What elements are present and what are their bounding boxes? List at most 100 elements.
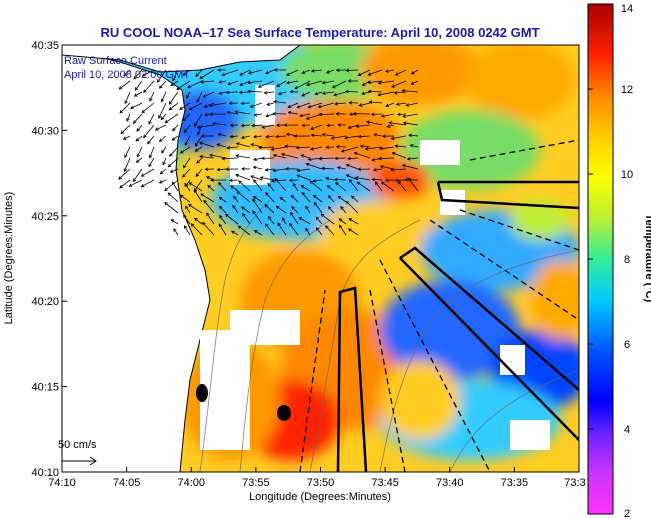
current-vector (335, 102, 347, 105)
current-vector-head (391, 84, 395, 88)
current-vector-head (265, 134, 269, 139)
current-vector-head (199, 154, 203, 159)
current-vector (218, 182, 227, 192)
current-vector-head (334, 181, 339, 186)
current-vector (207, 185, 215, 192)
current-vector (218, 133, 227, 137)
current-vector-head (355, 124, 360, 128)
current-vector-head (132, 178, 137, 182)
current-vector (264, 204, 275, 214)
current-vector-head (148, 120, 152, 125)
current-vector (124, 91, 131, 104)
current-vector (136, 146, 143, 158)
current-vector (252, 198, 263, 214)
colorbar-tick-label: 14 (621, 3, 633, 15)
current-vector-head (333, 177, 338, 182)
current-vector-head (301, 191, 305, 196)
colorbar-tick-label: 8 (624, 254, 630, 266)
current-vector-head (320, 213, 325, 218)
current-vector (407, 177, 419, 192)
current-vector (248, 69, 263, 74)
current-vector-head (305, 227, 309, 232)
current-vector (250, 175, 263, 181)
current-vector-head (348, 218, 353, 222)
current-vector-head (289, 222, 293, 227)
current-vector-head (179, 150, 184, 154)
current-vector (193, 179, 203, 192)
buoy-marker-east (277, 405, 291, 421)
current-vector-head (336, 166, 341, 170)
current-vector-head (235, 173, 239, 178)
current-vector-head (264, 204, 268, 208)
current-vector (392, 152, 407, 159)
current-vector-head (347, 156, 351, 161)
current-vector (311, 134, 323, 137)
current-vector (253, 166, 263, 170)
y-axis-label: Latitude (Degrees:Minutes) (3, 192, 15, 325)
current-vector (265, 113, 275, 117)
current-vector-head (284, 144, 289, 149)
current-vector (227, 111, 239, 115)
current-vector (135, 135, 143, 142)
current-vector (395, 145, 407, 148)
current-vector (168, 192, 179, 203)
current-vector-head (380, 181, 385, 185)
current-vector-head (236, 191, 241, 195)
current-vector (286, 80, 299, 84)
current-vector (322, 91, 335, 94)
current-vector (222, 157, 239, 160)
current-vector (159, 135, 167, 142)
current-vector-head (122, 136, 127, 140)
current-vector-head (200, 134, 205, 138)
legend-line-2: April 10, 2008 02:00 GMT (64, 69, 190, 81)
current-vector-head (333, 92, 338, 97)
current-vector-head (164, 187, 168, 192)
current-vector (318, 102, 335, 108)
land-new-jersey (62, 45, 211, 472)
current-vector-head (228, 178, 233, 183)
current-vector-head (202, 94, 207, 98)
current-vector (341, 146, 359, 152)
current-vector-head (272, 168, 277, 173)
current-vector (232, 205, 239, 214)
current-vector (285, 145, 299, 148)
current-vector-head (338, 218, 343, 222)
current-vector-head (199, 75, 204, 80)
current-vector (132, 168, 143, 182)
current-vector (147, 135, 155, 145)
current-vector (239, 91, 251, 93)
current-vector (385, 102, 395, 107)
current-vector (124, 157, 131, 172)
current-vector (264, 91, 275, 94)
current-vector-head (253, 157, 257, 161)
current-vector-head (393, 90, 398, 95)
current-vector-head (326, 123, 330, 128)
current-vector-head (301, 70, 306, 74)
current-vector (189, 102, 203, 110)
current-vector (164, 202, 179, 214)
current-vector (411, 80, 419, 85)
current-vector-head (199, 80, 204, 84)
current-vector-head (402, 114, 406, 118)
current-vector (239, 80, 251, 86)
scale-label: 50 cm/s (58, 439, 97, 451)
current-vector-head (380, 114, 385, 118)
current-vector (397, 113, 407, 115)
current-vector (265, 192, 275, 203)
current-vector-head (321, 166, 325, 171)
current-vector-head (239, 72, 244, 76)
current-vector-head (140, 183, 145, 188)
current-vector-head (290, 211, 294, 216)
current-vector-head (347, 228, 352, 232)
current-vector-head (266, 102, 271, 106)
current-vector-head (261, 125, 266, 129)
current-vector (253, 157, 263, 161)
current-vector-head (325, 145, 329, 150)
current-vector (157, 69, 167, 83)
current-vector-head (188, 182, 193, 186)
current-vector (186, 91, 191, 99)
current-vector-head (253, 113, 258, 117)
current-vector-head (325, 70, 330, 74)
current-vector (348, 228, 359, 236)
current-vector-head (386, 124, 391, 128)
